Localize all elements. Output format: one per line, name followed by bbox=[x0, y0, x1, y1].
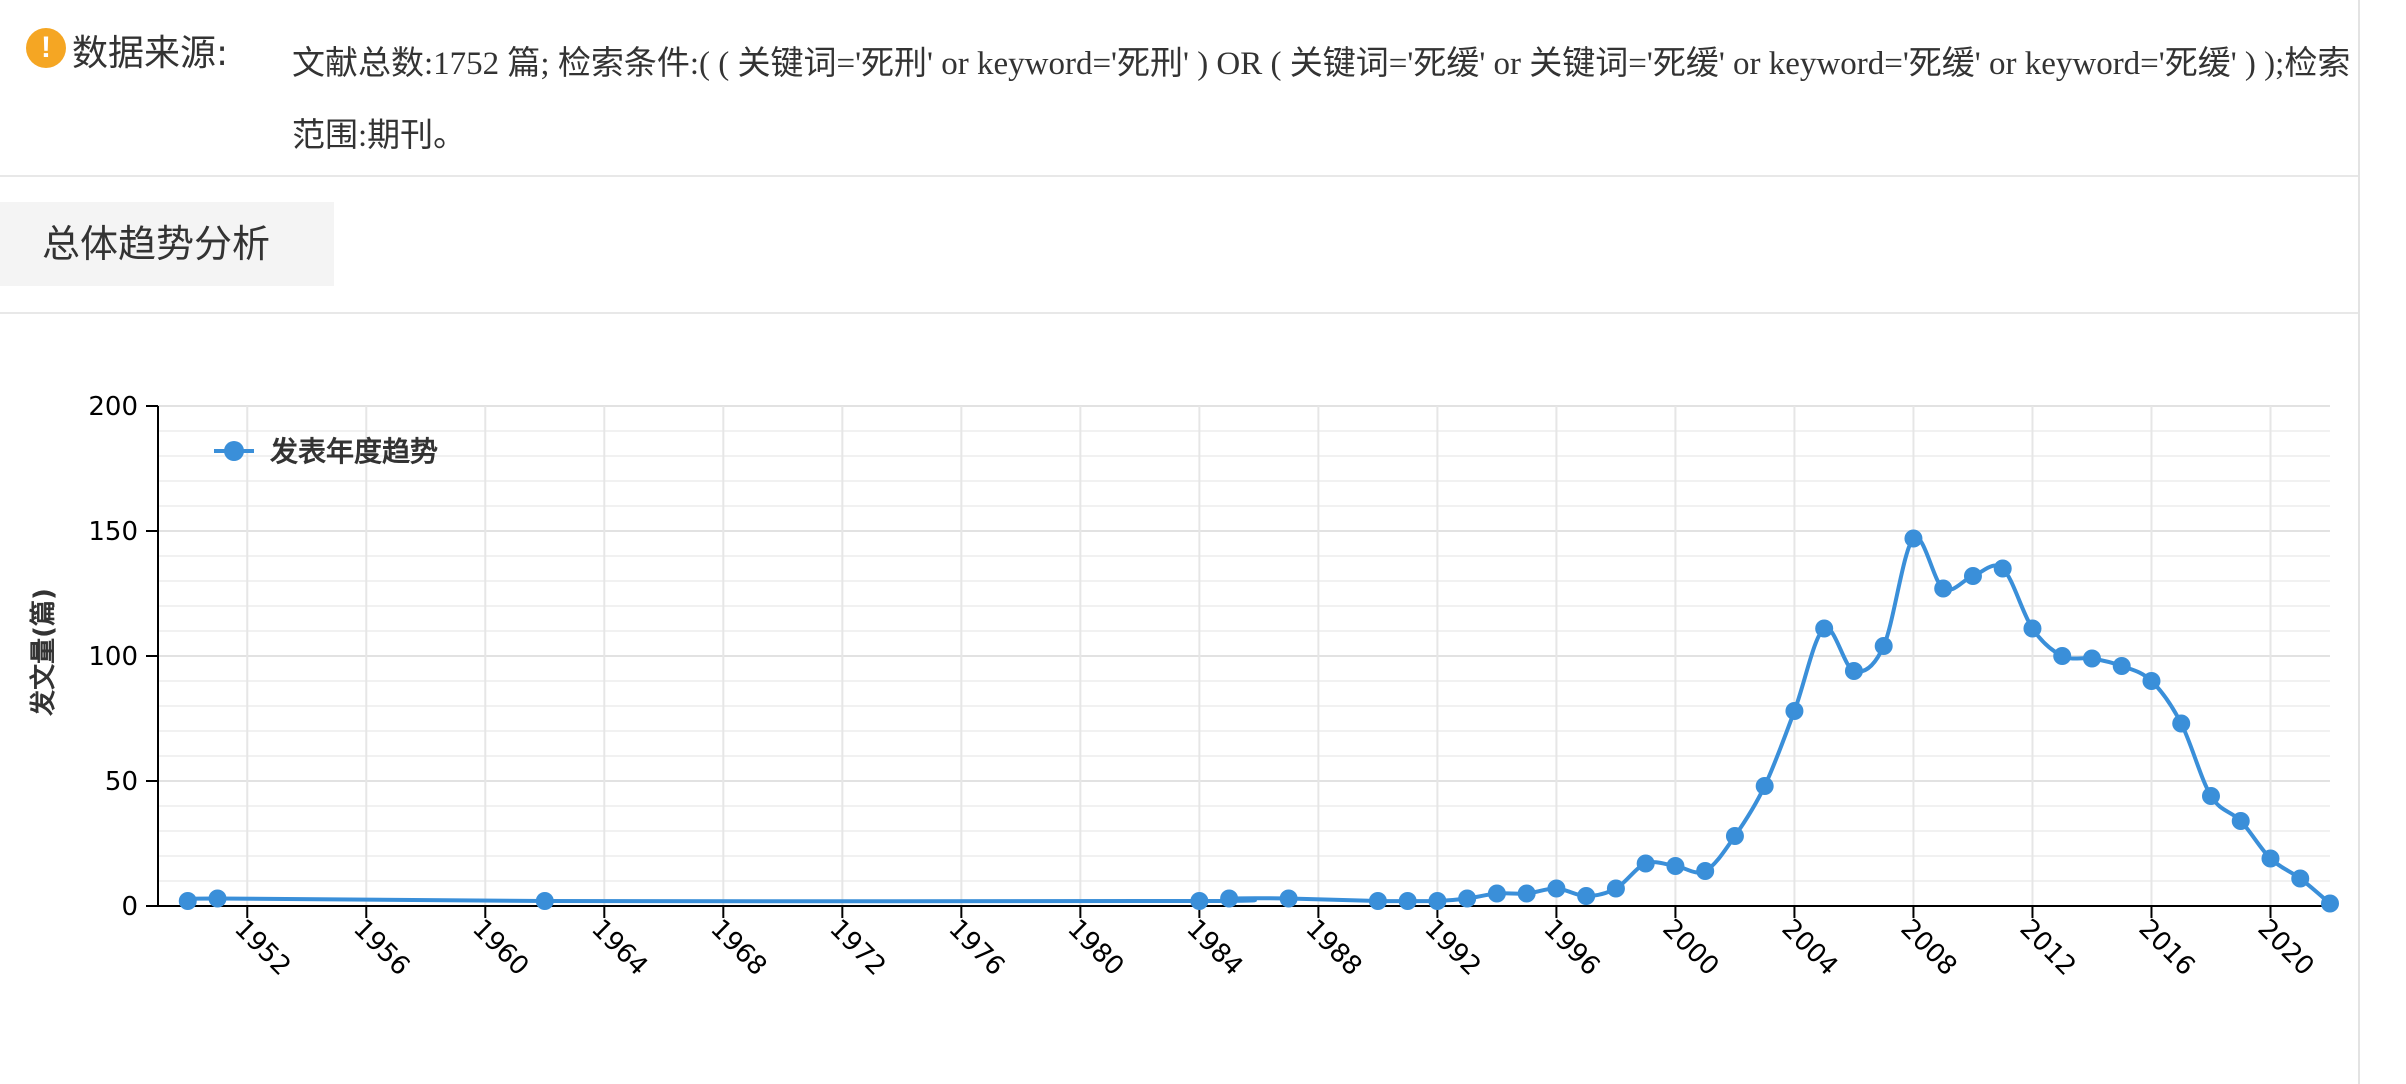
data-point[interactable] bbox=[1606, 879, 1625, 898]
tab-overall-trend[interactable]: 总体趋势分析 bbox=[0, 202, 334, 286]
x-tick-label: 2004 bbox=[1775, 914, 1843, 982]
chart-minor-grid bbox=[158, 430, 2330, 882]
x-tick-label: 1992 bbox=[1418, 914, 1486, 982]
data-point[interactable] bbox=[1725, 827, 1744, 845]
data-point[interactable] bbox=[1636, 854, 1655, 873]
data-point[interactable] bbox=[2053, 647, 2072, 665]
data-point[interactable] bbox=[2261, 849, 2280, 868]
data-point[interactable] bbox=[1428, 892, 1447, 910]
data-point[interactable] bbox=[2082, 649, 2101, 668]
data-point[interactable] bbox=[1904, 529, 1923, 548]
data-point[interactable] bbox=[2321, 894, 2339, 913]
data-point[interactable] bbox=[2291, 869, 2310, 888]
data-point[interactable] bbox=[2142, 672, 2161, 690]
data-point[interactable] bbox=[2172, 714, 2191, 733]
data-point[interactable] bbox=[2023, 619, 2042, 638]
x-tick-label: 1976 bbox=[942, 914, 1010, 982]
data-source-text: 文献总数:1752 篇; 检索条件:( ( 关键词='死刑' or keywor… bbox=[292, 46, 2351, 154]
data-point[interactable] bbox=[178, 892, 197, 910]
y-tick-label: 100 bbox=[88, 642, 138, 672]
chart-legend[interactable]: 发表年度趋势 bbox=[214, 435, 438, 468]
y-axis-label: 发文量(篇) bbox=[28, 588, 59, 717]
data-point[interactable] bbox=[1755, 777, 1774, 795]
x-tick-label: 1960 bbox=[466, 914, 534, 982]
data-point[interactable] bbox=[1963, 567, 1982, 585]
data-point[interactable] bbox=[1190, 892, 1209, 910]
x-tick-label: 2008 bbox=[1895, 914, 1963, 982]
data-point[interactable] bbox=[1368, 892, 1387, 910]
x-tick-label: 1964 bbox=[585, 914, 653, 982]
x-axis-ticks: 1952 1956 1960 1964 1968 1972 1976 1980 1984 1988… bbox=[228, 906, 2320, 982]
data-point[interactable] bbox=[1844, 662, 1863, 680]
legend-marker-swatch bbox=[224, 441, 244, 461]
legend-label: 发表年度趋势 bbox=[269, 435, 438, 468]
data-point[interactable] bbox=[208, 889, 227, 908]
data-point[interactable] bbox=[1785, 702, 1804, 720]
x-tick-label: 1980 bbox=[1061, 914, 1129, 982]
series-line bbox=[180, 535, 2332, 906]
x-tick-label: 1984 bbox=[1180, 914, 1248, 982]
x-tick-label: 1968 bbox=[704, 914, 772, 982]
trend-line-chart: 0 50 100 150 200 1952 1956 1960 1964 1968 1972 197… bbox=[28, 392, 2339, 982]
data-point[interactable] bbox=[1696, 862, 1715, 880]
x-tick-label: 2012 bbox=[2014, 914, 2082, 982]
y-tick-label: 150 bbox=[88, 517, 138, 547]
x-tick-label: 2020 bbox=[2252, 914, 2320, 982]
data-point[interactable] bbox=[1458, 889, 1477, 908]
data-point[interactable] bbox=[2231, 812, 2250, 830]
y-tick-label: 0 bbox=[121, 892, 138, 922]
x-tick-label: 2016 bbox=[2133, 914, 2201, 982]
divider bbox=[0, 175, 2358, 177]
data-point[interactable] bbox=[1547, 879, 1566, 898]
data-point[interactable] bbox=[535, 892, 554, 910]
data-point[interactable] bbox=[1517, 884, 1536, 903]
data-point[interactable] bbox=[1220, 889, 1239, 908]
chart-series bbox=[178, 529, 2339, 913]
data-source-label: 数据来源: bbox=[72, 33, 229, 74]
x-tick-label: 1956 bbox=[347, 914, 415, 982]
x-tick-label: 1972 bbox=[823, 914, 891, 982]
data-source-panel: ! 数据来源: 文献总数:1752 篇; 检索条件:( ( 关键词='死刑' o… bbox=[22, 14, 2350, 164]
data-point[interactable] bbox=[1577, 887, 1596, 905]
data-point[interactable] bbox=[1279, 889, 1298, 908]
warning-icon: ! bbox=[26, 28, 66, 68]
y-axis-ticks: 0 50 100 150 200 bbox=[88, 392, 158, 922]
x-tick-label: 1988 bbox=[1299, 914, 1367, 982]
x-tick-label: 1952 bbox=[228, 914, 296, 982]
divider bbox=[0, 312, 2358, 314]
x-tick-label: 2000 bbox=[1656, 914, 1724, 982]
data-point[interactable] bbox=[1874, 637, 1893, 655]
y-tick-label: 200 bbox=[88, 392, 138, 422]
data-point[interactable] bbox=[1666, 857, 1685, 875]
data-point[interactable] bbox=[1815, 619, 1834, 638]
data-point[interactable] bbox=[1398, 892, 1417, 910]
data-point[interactable] bbox=[1993, 559, 2012, 578]
data-point[interactable] bbox=[1934, 579, 1953, 598]
data-point[interactable] bbox=[2112, 657, 2131, 675]
x-tick-label: 1996 bbox=[1537, 914, 1605, 982]
y-tick-label: 50 bbox=[105, 767, 138, 797]
data-point[interactable] bbox=[2201, 787, 2220, 805]
data-point[interactable] bbox=[1487, 884, 1506, 903]
